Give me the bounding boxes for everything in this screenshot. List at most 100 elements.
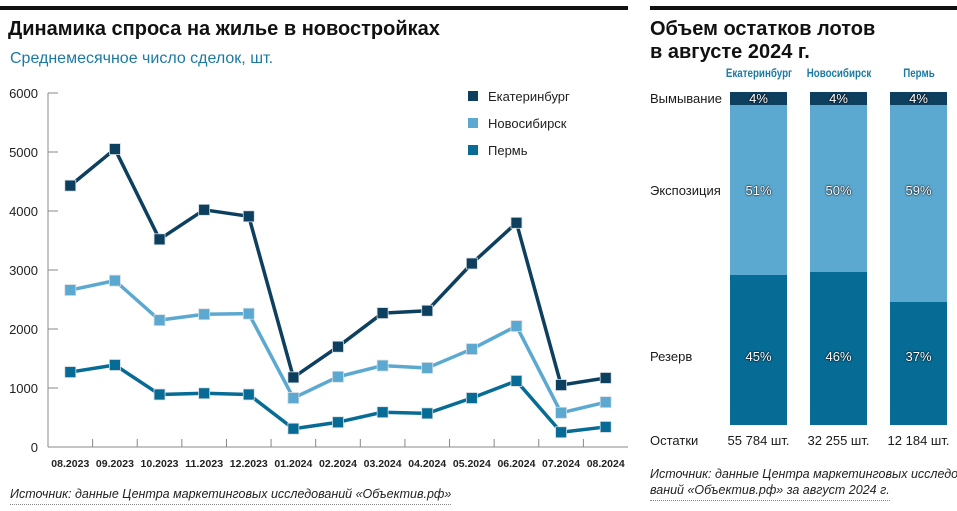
left-title: Динамика спроса на жилье в новостройках bbox=[8, 18, 440, 40]
data-point bbox=[465, 257, 478, 270]
y-tick-label: 2000 bbox=[9, 322, 38, 337]
bar-segment bbox=[730, 275, 787, 425]
bar-segment bbox=[890, 301, 947, 425]
row-label: Резерв bbox=[650, 349, 693, 364]
segment-label: 45% bbox=[745, 349, 772, 364]
data-point bbox=[153, 388, 166, 401]
data-point bbox=[599, 372, 612, 384]
x-tick-label: 09.2023 bbox=[96, 458, 134, 470]
segment-label: 4% bbox=[829, 91, 848, 106]
x-tick-label: 06.2024 bbox=[497, 458, 535, 470]
legend-swatch bbox=[468, 145, 478, 155]
y-tick-label: 4000 bbox=[9, 204, 38, 219]
data-point bbox=[64, 284, 77, 296]
bar-segment bbox=[810, 271, 867, 425]
legend-swatch bbox=[468, 91, 478, 101]
y-tick-label: 1000 bbox=[9, 381, 38, 396]
data-point bbox=[109, 274, 121, 287]
data-point bbox=[555, 379, 567, 391]
right-title-line1: Объем остатков лотов bbox=[650, 18, 876, 40]
x-tick-label: 02.2024 bbox=[319, 458, 357, 470]
data-point bbox=[421, 304, 434, 317]
x-tick-label: 07.2024 bbox=[542, 458, 580, 470]
x-tick-label: 05.2024 bbox=[453, 458, 491, 470]
total-value: 32 255 шт. bbox=[807, 433, 870, 448]
legend-label: Пермь bbox=[488, 143, 528, 158]
row-label: Вымывание bbox=[650, 91, 722, 106]
right-top-rule bbox=[650, 6, 957, 10]
x-tick-label: 01.2024 bbox=[274, 458, 312, 470]
data-point bbox=[599, 396, 612, 409]
data-point bbox=[332, 416, 344, 429]
city-header: Пермь bbox=[902, 68, 935, 80]
bar-segment bbox=[890, 105, 947, 302]
right-source-line2: ваний «Объектив.рф» за август 2024 г. bbox=[650, 482, 890, 501]
right-title-line2: в августе 2024 г. bbox=[650, 41, 810, 63]
x-tick-label: 10.2023 bbox=[141, 458, 179, 470]
left-source: Источник: данные Центра маркетинговых ис… bbox=[10, 486, 452, 505]
y-tick-label: 0 bbox=[31, 440, 38, 455]
data-point bbox=[555, 406, 567, 419]
legend-label: Екатеринбург bbox=[488, 89, 570, 104]
data-point bbox=[109, 359, 121, 371]
x-tick-label: 03.2024 bbox=[364, 458, 402, 470]
data-point bbox=[421, 407, 434, 420]
line-chart: 0 1000 2000 3000 4000 5000 6000 08.2023 09.2023 1… bbox=[9, 86, 628, 470]
y-tick-label: 3000 bbox=[9, 263, 38, 278]
data-point bbox=[198, 308, 211, 321]
legend-label: Новосибирск bbox=[488, 116, 567, 131]
segment-label: 59% bbox=[905, 183, 932, 198]
x-tick-label: 08.2024 bbox=[587, 458, 625, 470]
bar-segment bbox=[810, 92, 867, 106]
segment-label: 4% bbox=[909, 91, 928, 106]
data-point bbox=[64, 179, 77, 192]
data-point bbox=[465, 343, 478, 355]
data-point bbox=[376, 307, 389, 319]
segment-label: 4% bbox=[749, 91, 768, 106]
bar-segment bbox=[810, 105, 867, 272]
data-point bbox=[510, 320, 523, 332]
segment-label: 37% bbox=[905, 349, 932, 364]
x-tick-label: 12.2023 bbox=[230, 458, 268, 470]
bar-segment bbox=[730, 105, 787, 276]
data-point bbox=[465, 392, 478, 404]
data-point bbox=[287, 422, 300, 435]
segment-label: 46% bbox=[825, 349, 852, 364]
data-point bbox=[421, 362, 434, 374]
data-point bbox=[332, 370, 344, 383]
y-tick-label: 5000 bbox=[9, 145, 38, 160]
bar-segment bbox=[890, 92, 947, 106]
legend-swatch bbox=[468, 118, 478, 128]
data-point bbox=[242, 388, 255, 401]
data-point bbox=[510, 216, 523, 229]
segment-label: 50% bbox=[825, 183, 852, 198]
y-tick-label: 6000 bbox=[9, 86, 38, 101]
data-point bbox=[153, 233, 166, 246]
left-top-rule bbox=[0, 6, 628, 10]
total-value: 55 784 шт. bbox=[727, 433, 790, 448]
data-point bbox=[376, 359, 389, 372]
data-point bbox=[198, 203, 211, 216]
data-point bbox=[555, 426, 567, 439]
data-point bbox=[109, 143, 121, 155]
data-point bbox=[153, 314, 166, 327]
data-point bbox=[287, 371, 300, 384]
data-point bbox=[242, 307, 255, 320]
data-point bbox=[242, 210, 255, 223]
x-tick-label: 08.2023 bbox=[51, 458, 89, 470]
data-point bbox=[599, 421, 612, 433]
data-point bbox=[287, 392, 300, 404]
data-point bbox=[510, 375, 523, 387]
city-header: Екатеринбург bbox=[725, 68, 792, 80]
total-value: 12 184 шт. bbox=[887, 433, 950, 448]
data-point bbox=[376, 406, 389, 419]
x-tick-label: 11.2023 bbox=[185, 458, 223, 470]
city-header: Новосибирск bbox=[806, 68, 871, 80]
bar-segment bbox=[730, 92, 787, 106]
right-source-line1: Источник: данные Центра маркетинговых ис… bbox=[650, 467, 957, 481]
row-label: Экспозиция bbox=[650, 183, 721, 198]
data-point bbox=[198, 387, 211, 400]
segment-label: 51% bbox=[745, 183, 772, 198]
data-point bbox=[64, 366, 77, 378]
